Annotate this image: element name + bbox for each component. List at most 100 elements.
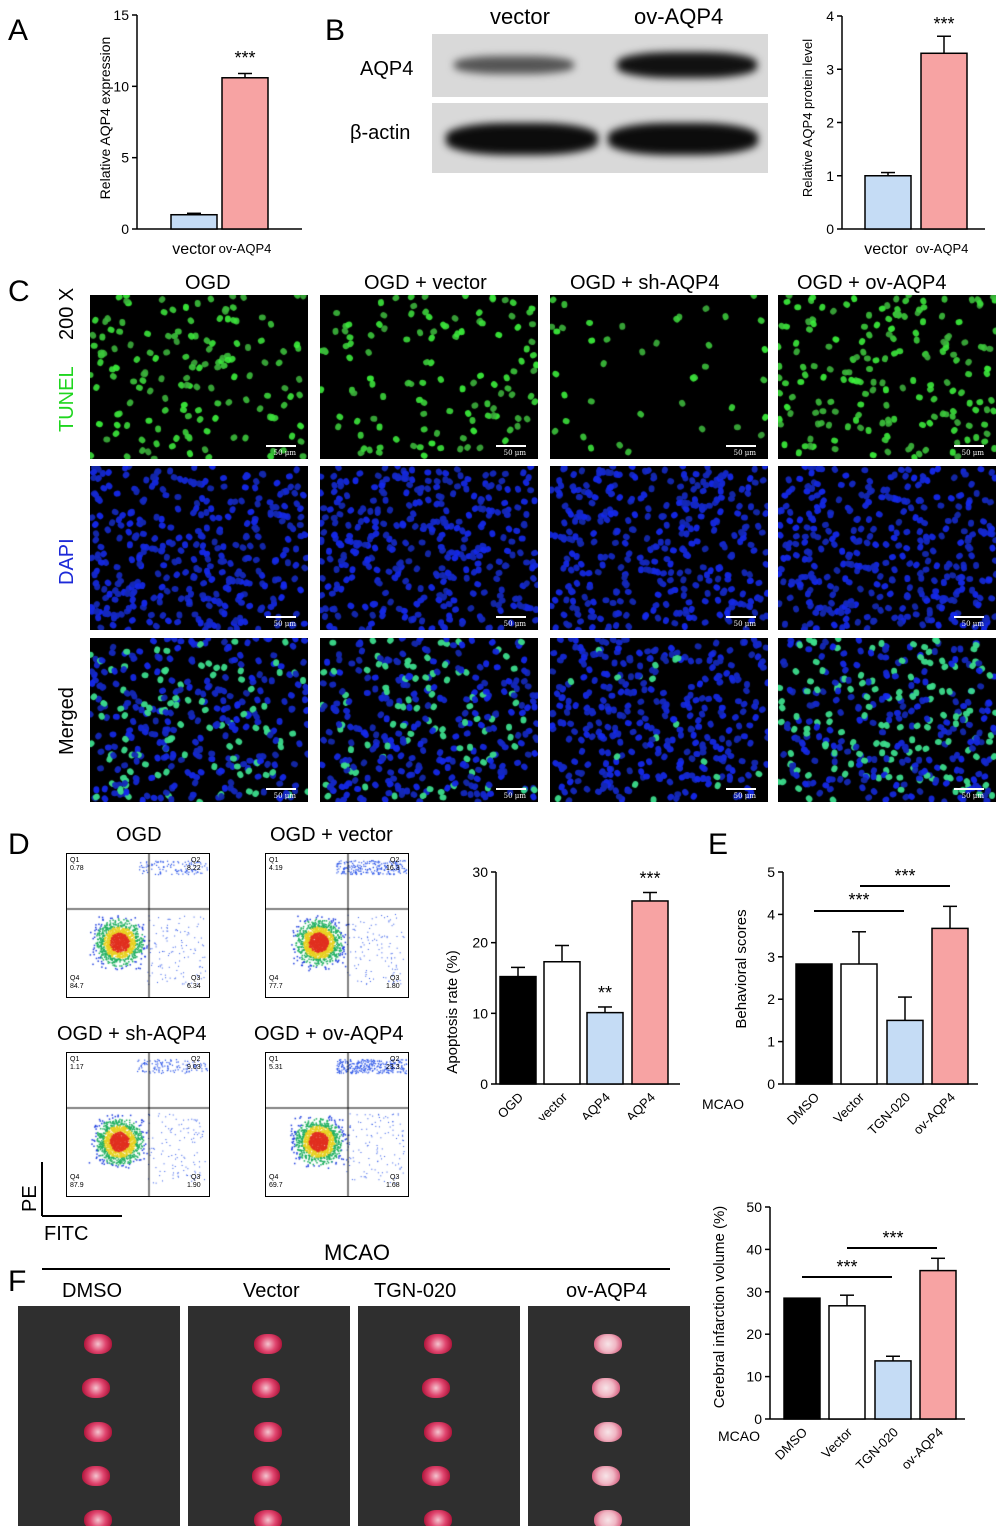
quadrant-q3-value: 1.90 bbox=[187, 1182, 201, 1189]
brain-slice bbox=[592, 1466, 620, 1486]
quadrant-q3: Q3 bbox=[390, 975, 400, 982]
d-bar bbox=[586, 1011, 624, 1085]
a-bar bbox=[221, 77, 269, 230]
western-blot-aqp4 bbox=[432, 34, 768, 97]
d-category: OGD bbox=[495, 1090, 527, 1120]
b-ytick: 3 bbox=[826, 61, 834, 77]
brain-slice bbox=[422, 1466, 450, 1486]
brain-slice bbox=[594, 1510, 622, 1526]
micro-col-1: OGD bbox=[185, 272, 231, 294]
e-ytick: 3 bbox=[767, 949, 775, 965]
micrograph: 50 μm bbox=[778, 638, 996, 802]
f-ytick: 40 bbox=[746, 1241, 762, 1257]
scale-bar bbox=[266, 788, 296, 790]
brain-slice-tray bbox=[528, 1306, 690, 1526]
e-ytick: 0 bbox=[767, 1076, 775, 1092]
b-ytick: 4 bbox=[826, 8, 834, 24]
a-ytick: 10 bbox=[113, 78, 129, 94]
quadrant-q3: Q3 bbox=[390, 1174, 400, 1181]
chart-a-cat-2: ov-AQP4 bbox=[219, 241, 272, 256]
b-ytick: 0 bbox=[826, 221, 834, 237]
quadrant-q2: Q2 bbox=[191, 857, 201, 864]
chart-e-group: MCAO bbox=[702, 1096, 744, 1112]
quadrant-q2: Q2 bbox=[390, 1056, 400, 1063]
flow-cytometry-plot: Q1 5.31 Q2 23.3 Q4 69.7 Q3 1.68 bbox=[265, 1052, 409, 1197]
brain-slice-tray bbox=[358, 1306, 520, 1526]
micrograph: 50 μm bbox=[778, 466, 996, 630]
brain-slice bbox=[254, 1334, 282, 1354]
micro-col-2: OGD + vector bbox=[364, 272, 487, 294]
scale-bar bbox=[954, 616, 984, 618]
e-ytick: 5 bbox=[767, 864, 775, 880]
scale-bar bbox=[496, 445, 526, 447]
chart-f-ylabel: Cerebral infarction volume (%) bbox=[711, 1206, 728, 1409]
scale-bar bbox=[266, 616, 296, 618]
f-ytick: 0 bbox=[754, 1411, 762, 1427]
quadrant-q1-value: 5.31 bbox=[269, 1064, 283, 1071]
f-ytick: 30 bbox=[746, 1284, 762, 1300]
f-bar bbox=[828, 1305, 866, 1420]
e-bar bbox=[840, 963, 878, 1085]
western-blot-actin bbox=[432, 103, 768, 173]
panel-label-d: D bbox=[8, 828, 30, 861]
quadrant-q2-value: 9.03 bbox=[187, 1064, 201, 1071]
scale-bar bbox=[954, 788, 984, 790]
facs-title-2: OGD + vector bbox=[270, 824, 393, 846]
flow-cytometry-plot: Q1 0.78 Q2 8.22 Q4 84.7 Q3 6.34 bbox=[66, 853, 210, 998]
quadrant-q4-value: 84.7 bbox=[70, 983, 84, 990]
chart-f: Cerebral infarction volume (%) 0 10 20 30 40… bbox=[711, 1199, 965, 1473]
quadrant-q4: Q4 bbox=[269, 1174, 279, 1181]
d-sig: *** bbox=[639, 868, 660, 888]
scale-bar bbox=[496, 616, 526, 618]
brain-slice bbox=[254, 1422, 282, 1442]
brain-slice bbox=[82, 1378, 110, 1398]
flow-cytometry-plot: Q1 1.17 Q2 9.03 Q4 87.9 Q3 1.90 bbox=[66, 1052, 210, 1197]
brain-slice bbox=[252, 1466, 280, 1486]
quadrant-q2-value: 16.3 bbox=[386, 865, 400, 872]
micrograph: 50 μm bbox=[320, 638, 538, 802]
panel-label-a: A bbox=[8, 14, 29, 47]
scale-bar-label: 50 μm bbox=[503, 792, 526, 800]
tray-col-2: Vector bbox=[243, 1280, 300, 1302]
quadrant-q4-value: 69.7 bbox=[269, 1182, 283, 1189]
e-category: ov-AQP4 bbox=[910, 1090, 958, 1138]
tray-col-3: TGN-020 bbox=[374, 1280, 457, 1302]
chart-f-group: MCAO bbox=[718, 1428, 760, 1444]
a-ytick: 15 bbox=[113, 7, 129, 23]
micrograph: 50 μm bbox=[320, 295, 538, 459]
quadrant-q4: Q4 bbox=[70, 975, 80, 982]
mcao-group-label: MCAO bbox=[324, 1240, 390, 1265]
facs-axis-pe: PE bbox=[19, 1185, 41, 1212]
facs-title-1: OGD bbox=[116, 824, 162, 846]
scale-bar-label: 50 μm bbox=[503, 620, 526, 628]
quadrant-q3: Q3 bbox=[191, 975, 201, 982]
scale-bar-label: 50 μm bbox=[733, 620, 756, 628]
f-category: Vector bbox=[818, 1424, 855, 1461]
brain-slice bbox=[424, 1510, 452, 1526]
chart-a-cat-1: vector bbox=[172, 241, 216, 258]
f-ytick: 50 bbox=[746, 1199, 762, 1215]
quadrant-q1-value: 4.19 bbox=[269, 865, 283, 872]
a-ytick: 0 bbox=[121, 221, 129, 237]
chart-b-cat-1: vector bbox=[864, 241, 908, 258]
brain-slice bbox=[422, 1378, 450, 1398]
brain-slice bbox=[424, 1334, 452, 1354]
scale-bar-label: 50 μm bbox=[961, 449, 984, 457]
chart-b-ylabel: Relative AQP4 protein level bbox=[800, 39, 815, 197]
e-bar bbox=[886, 1019, 924, 1085]
f-category: ov-AQP4 bbox=[898, 1425, 946, 1473]
facs-title-4: OGD + ov-AQP4 bbox=[254, 1023, 404, 1045]
scale-bar bbox=[726, 788, 756, 790]
quadrant-q3-value: 1.80 bbox=[386, 983, 400, 990]
scale-bar bbox=[726, 616, 756, 618]
e-bar bbox=[931, 927, 969, 1085]
quadrant-q2-value: 23.3 bbox=[386, 1064, 400, 1071]
row-label-dapi: DAPI bbox=[56, 538, 78, 585]
e-category: Vector bbox=[830, 1089, 867, 1126]
e-category: TGN-020 bbox=[865, 1090, 913, 1138]
f-ytick: 20 bbox=[746, 1326, 762, 1342]
brain-slice-tray bbox=[188, 1306, 350, 1526]
blot-row-actin: β-actin bbox=[350, 122, 411, 144]
d-bar bbox=[499, 975, 537, 1085]
brain-slice bbox=[594, 1334, 622, 1354]
